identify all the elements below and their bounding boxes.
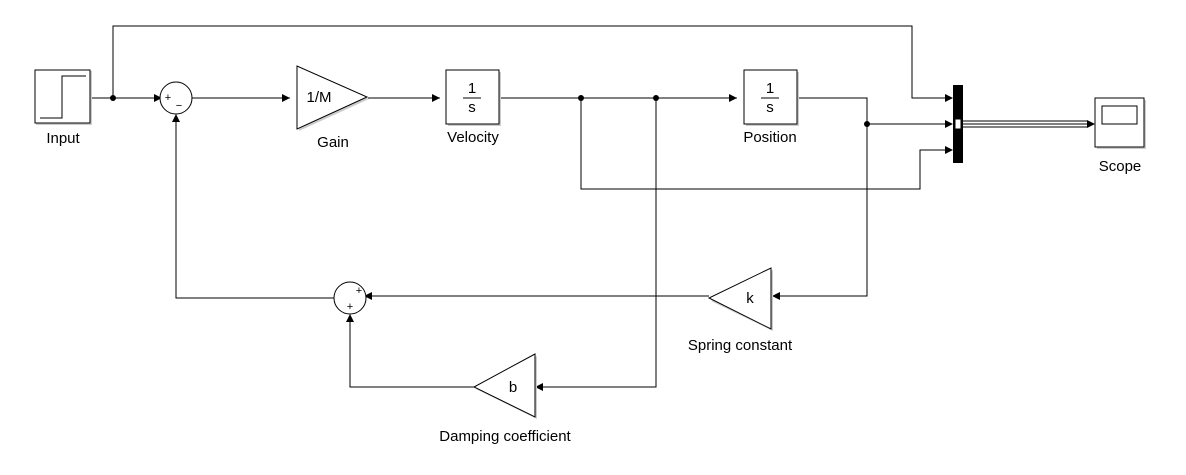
position-label: Position bbox=[743, 129, 796, 146]
sum-sign-plus: + bbox=[356, 285, 362, 297]
velocity-denominator: s bbox=[468, 99, 476, 116]
arrowhead-icon bbox=[172, 114, 180, 122]
sum-block-feedback[interactable]: + + bbox=[333, 281, 367, 315]
sum-circle bbox=[333, 281, 367, 315]
velocity-block-body bbox=[445, 69, 500, 125]
position-block-body bbox=[743, 69, 798, 125]
arrowhead-icon bbox=[282, 94, 290, 102]
damping-triangle bbox=[472, 353, 536, 418]
wire-input-to-mux bbox=[112, 25, 947, 99]
junction-dot bbox=[653, 95, 659, 101]
junction-dot bbox=[864, 121, 870, 127]
scope-block[interactable]: Scope bbox=[1094, 97, 1146, 175]
signal-wires bbox=[92, 25, 1087, 388]
damping-label: Damping coefficient bbox=[439, 428, 571, 445]
arrowhead-icon bbox=[772, 292, 780, 300]
junction-dot bbox=[578, 95, 584, 101]
wire-damping-to-sum bbox=[349, 320, 474, 388]
gain-text: 1/M bbox=[306, 89, 331, 106]
arrowhead-icon bbox=[945, 94, 953, 102]
velocity-numerator: 1 bbox=[468, 80, 476, 97]
spring-text: k bbox=[746, 290, 754, 307]
sum-sign-plus: + bbox=[165, 92, 171, 104]
arrowhead-icon bbox=[535, 383, 543, 391]
sum-block-main[interactable]: + − bbox=[159, 81, 193, 115]
gain-label: Gain bbox=[317, 134, 349, 151]
wire-position-out bbox=[778, 97, 868, 297]
scope-screen-icon bbox=[1101, 105, 1138, 125]
arrowhead-icon bbox=[729, 94, 737, 102]
position-numerator: 1 bbox=[766, 80, 774, 97]
gain-block[interactable]: 1/M Gain bbox=[296, 65, 369, 151]
sum-circle bbox=[159, 81, 193, 115]
arrowhead-icon bbox=[945, 120, 953, 128]
arrowhead-icon bbox=[945, 146, 953, 154]
arrowheads bbox=[154, 94, 1095, 391]
arrowhead-icon bbox=[154, 94, 162, 102]
wire-sum2-to-sum1 bbox=[175, 120, 334, 299]
arrowhead-icon bbox=[432, 94, 440, 102]
velocity-label: Velocity bbox=[447, 129, 499, 146]
spring-constant-block[interactable]: k Spring constant bbox=[688, 267, 793, 354]
spring-triangle bbox=[707, 267, 772, 330]
wire-velocity-to-damping bbox=[540, 98, 657, 388]
sum-sign-minus: − bbox=[176, 100, 182, 112]
scope-label: Scope bbox=[1099, 158, 1142, 175]
damping-text: b bbox=[509, 379, 517, 396]
input-block[interactable]: Input bbox=[34, 69, 92, 147]
step-icon bbox=[40, 75, 86, 119]
junction-dot bbox=[110, 95, 116, 101]
arrowhead-icon bbox=[364, 292, 372, 300]
spring-label: Spring constant bbox=[688, 337, 793, 354]
velocity-integrator-block[interactable]: 1 s Velocity bbox=[445, 69, 501, 146]
position-integrator-block[interactable]: 1 s Position bbox=[743, 69, 799, 146]
input-label: Input bbox=[46, 130, 80, 147]
wire-velocity-to-mux bbox=[580, 98, 947, 190]
mux-port bbox=[954, 118, 962, 130]
mux-block[interactable] bbox=[953, 85, 963, 163]
arrowhead-icon bbox=[1087, 120, 1095, 128]
damping-coefficient-block[interactable]: b Damping coefficient bbox=[439, 353, 572, 445]
junction-dots bbox=[110, 95, 870, 127]
sum-sign-plus: + bbox=[347, 301, 353, 313]
position-denominator: s bbox=[766, 99, 774, 116]
arrowhead-icon bbox=[346, 314, 354, 322]
gain-triangle bbox=[296, 65, 369, 130]
